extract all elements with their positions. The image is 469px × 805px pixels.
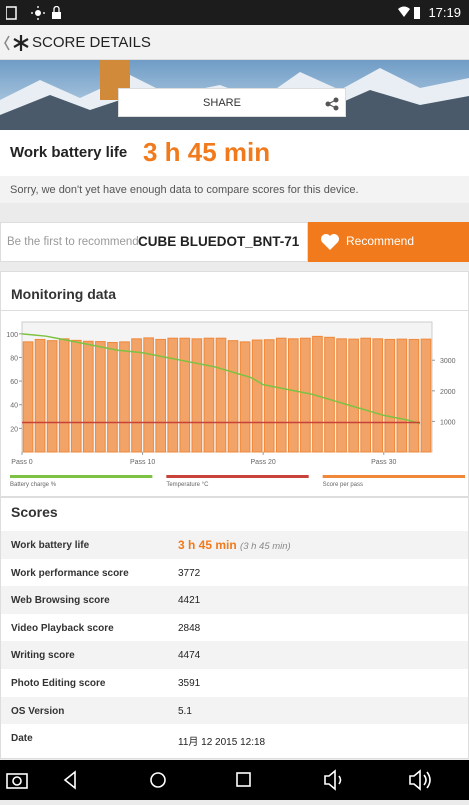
nav-icons xyxy=(6,769,431,791)
score-value: 11月 12 2015 12:18 xyxy=(178,737,266,749)
heart-icon xyxy=(321,234,339,250)
score-row: Video Playback score 2848 xyxy=(1,613,468,642)
recommend-label: Recommend xyxy=(346,234,415,248)
score-value: 4474 xyxy=(178,650,201,662)
score-detail: (3 h 45 min) xyxy=(240,541,291,552)
page-title: SCORE DETAILS xyxy=(32,34,151,51)
score-value: 5.1 xyxy=(178,705,192,717)
score-value: 3591 xyxy=(178,678,201,689)
back-logo[interactable] xyxy=(4,33,30,53)
scores-title: Scores xyxy=(11,504,58,520)
separator xyxy=(1,310,468,311)
share-icon xyxy=(325,97,339,111)
score-label: Work performance score xyxy=(11,567,129,579)
score-label: Date xyxy=(11,733,33,745)
note-text: Sorry, we don't yet have enough data to … xyxy=(10,184,359,196)
score-row: Work battery life 3 h 45 min (3 h 45 min) xyxy=(1,531,468,559)
score-value: 2848 xyxy=(178,622,201,634)
monitoring-card: Monitoring data xyxy=(0,271,469,497)
score-row: Work performance score 3772 xyxy=(1,558,468,587)
share-label: SHARE xyxy=(203,97,241,109)
score-value: 3 h 45 min (3 h 45 min) xyxy=(178,538,291,552)
note-band: Sorry, we don't yet have enough data to … xyxy=(0,176,469,203)
wifi-battery xyxy=(398,6,420,19)
result-value: 3 h 45 min xyxy=(143,137,271,167)
score-row: Photo Editing score 3591 xyxy=(1,669,468,697)
share-button[interactable]: SHARE xyxy=(118,88,346,117)
score-label: Work battery life xyxy=(11,540,90,551)
score-row: Writing score 4474 xyxy=(1,641,468,669)
status-bar: 17:19 xyxy=(0,0,469,25)
result-card: Work battery life 3 h 45 min xyxy=(0,130,469,176)
score-row: OS Version 5.1 xyxy=(1,696,468,725)
score-value: 3772 xyxy=(178,567,201,579)
clock: 17:19 xyxy=(428,5,461,20)
nav-bar xyxy=(0,760,469,800)
score-label: OS Version xyxy=(11,705,65,717)
recommend-box: Be the first to recommend CUBE BLUEDOT_B… xyxy=(0,222,308,262)
score-value: 4421 xyxy=(178,595,201,607)
score-row: Date 11月 12 2015 12:18 xyxy=(1,724,468,752)
score-label: Photo Editing score xyxy=(11,678,106,689)
score-label: Writing score xyxy=(11,650,75,662)
result-label: Work battery life xyxy=(10,144,128,161)
app-header: SCORE DETAILS xyxy=(0,25,469,60)
score-row: Web Browsing score 4421 xyxy=(1,586,468,614)
recommend-button[interactable]: Recommend xyxy=(308,222,469,262)
recommend-prompt: Be the first to recommend xyxy=(7,236,139,248)
score-label: Video Playback score xyxy=(11,622,114,634)
monitoring-title: Monitoring data xyxy=(11,286,116,302)
status-icons xyxy=(6,6,61,20)
scores-card: Scores Work battery life 3 h 45 min (3 h … xyxy=(0,497,469,759)
device-name: CUBE BLUEDOT_BNT-71 xyxy=(138,234,300,249)
score-label: Web Browsing score xyxy=(11,595,110,607)
